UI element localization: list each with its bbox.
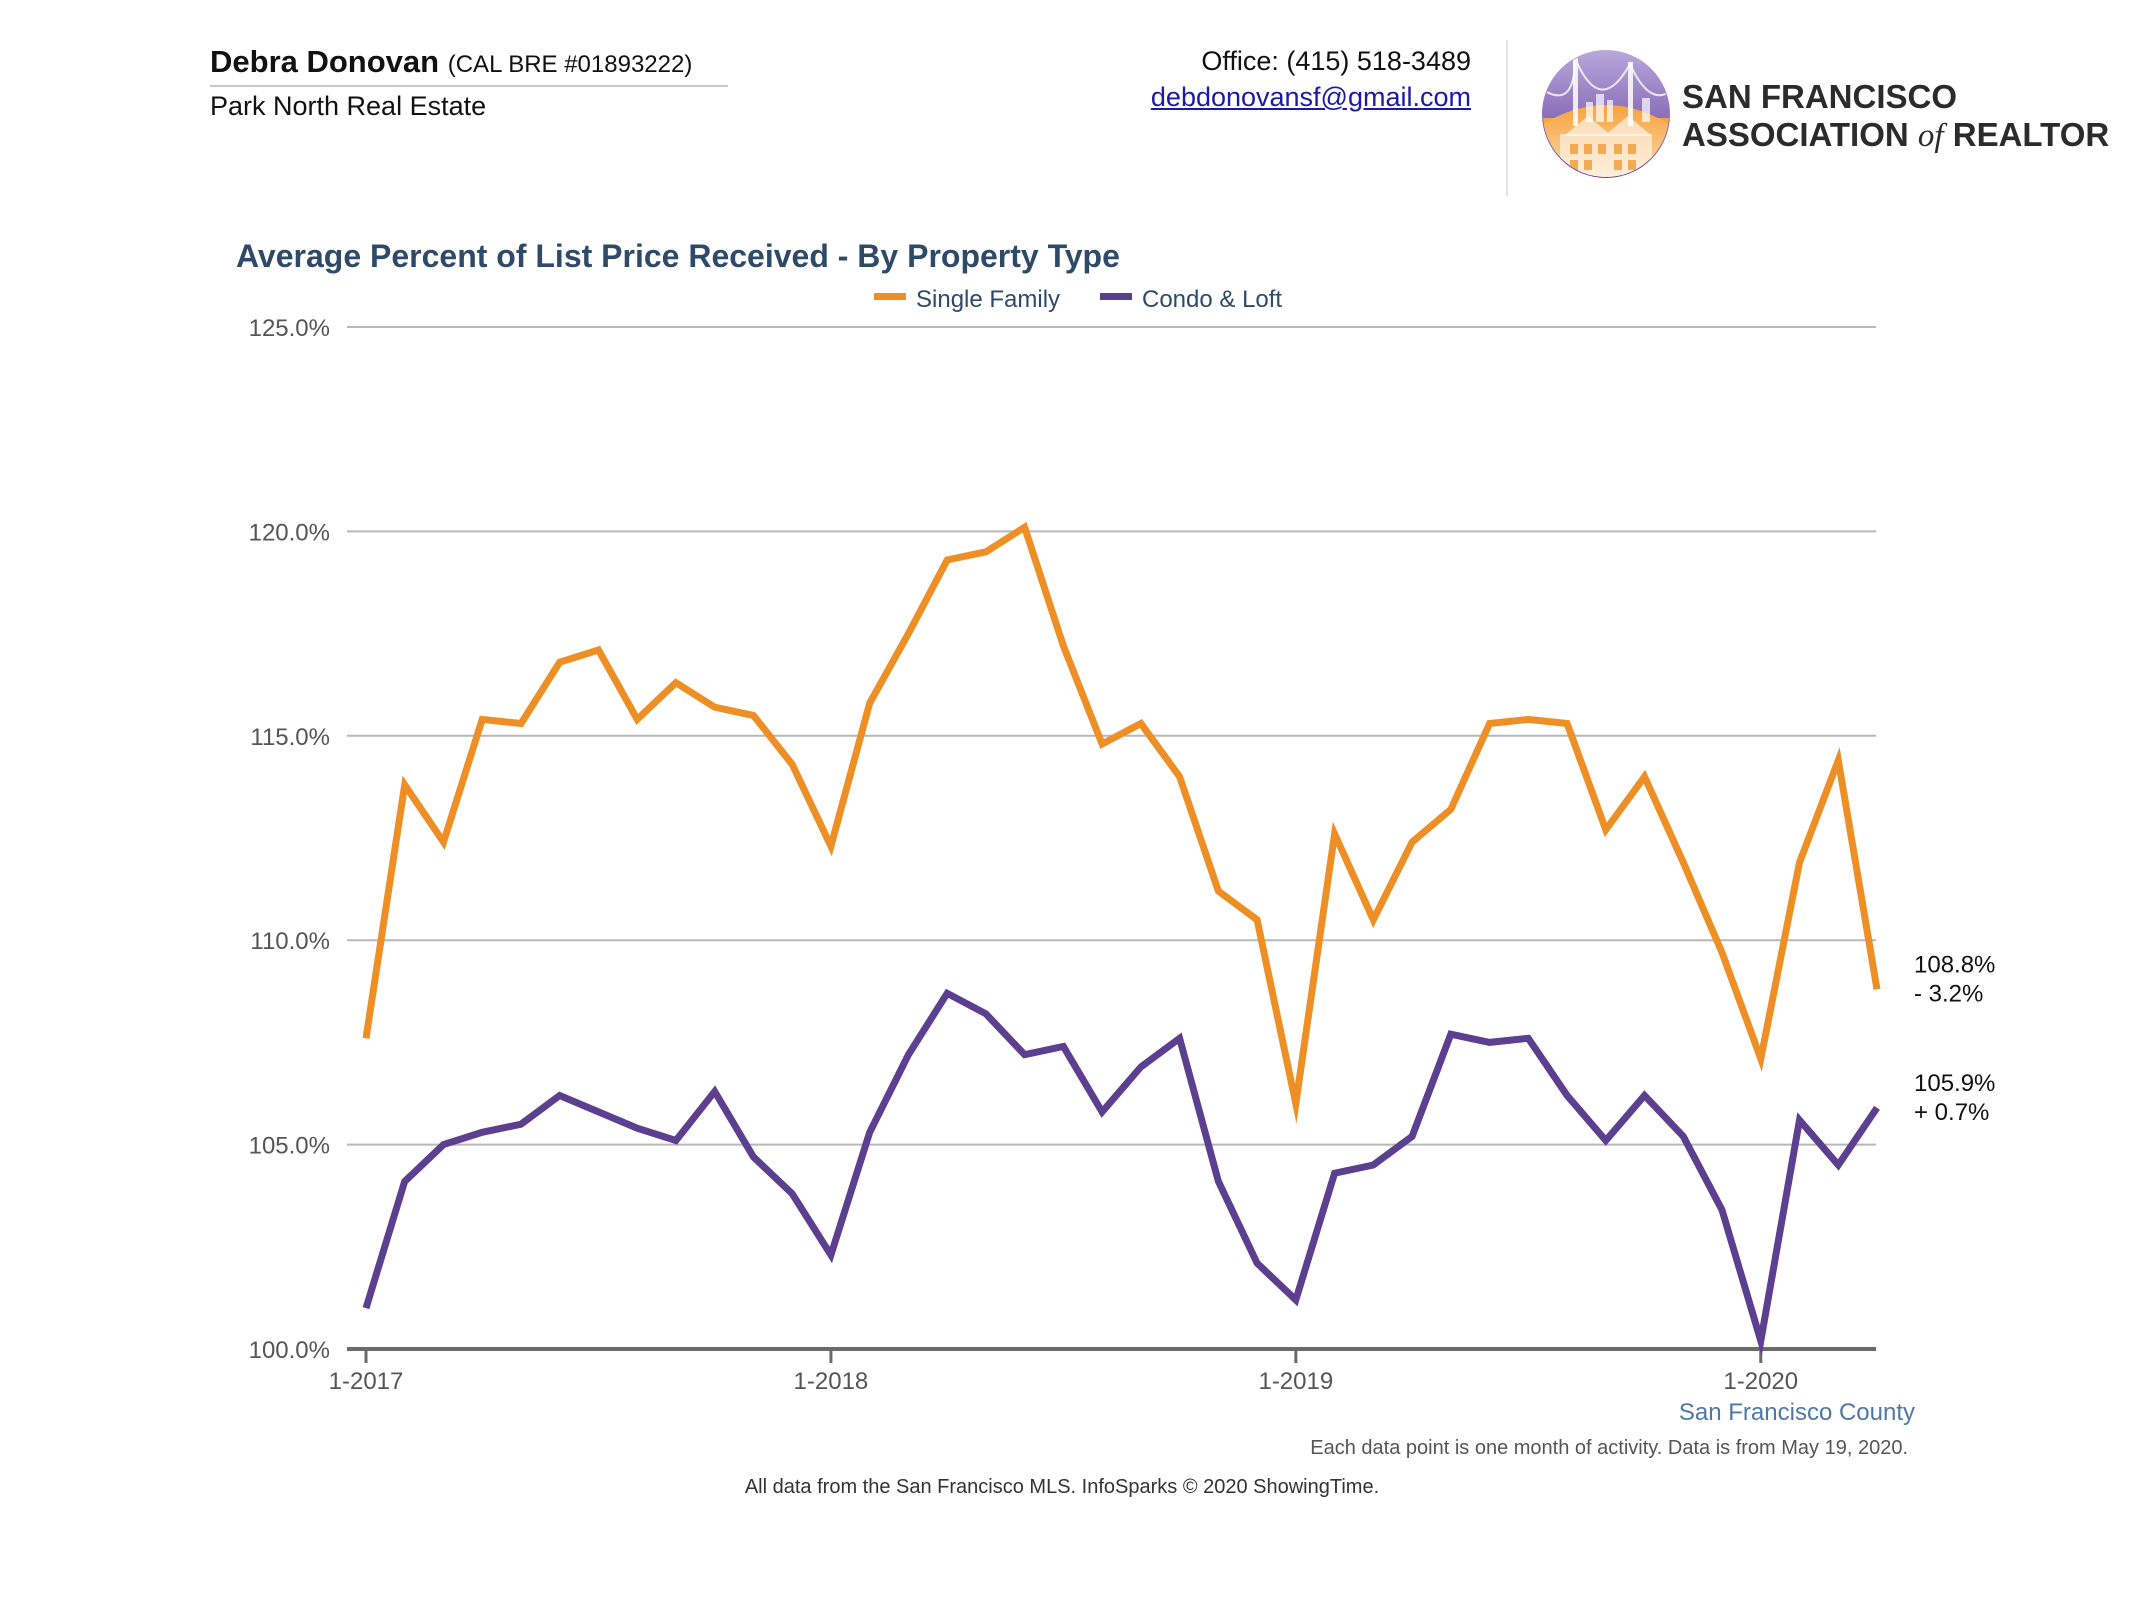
- x-tick-label: 1-2019: [1258, 1368, 1333, 1395]
- office-phone: Office: (415) 518-3489: [1201, 46, 1471, 76]
- logo-line2-a: ASSOCIATION: [1682, 116, 1918, 153]
- logo-line2: ASSOCIATION of REALTORS®: [1682, 116, 2110, 154]
- series-line-0: [362, 521, 1881, 1124]
- agent-license: (CAL BRE #01893222): [447, 51, 693, 78]
- data-note: Each data point is one month of activity…: [1310, 1437, 1908, 1459]
- x-tick-label: 1-2017: [329, 1368, 404, 1395]
- y-tick-label: 105.0%: [249, 1133, 330, 1160]
- email-link[interactable]: debdonovansf@gmail.com: [1150, 82, 1471, 112]
- y-tick-label: 115.0%: [250, 724, 330, 751]
- end-value-label: 105.9%: [1914, 1070, 1995, 1097]
- sfar-logo: SAN FRANCISCO ASSOCIATION of REALTORS®: [1542, 50, 2110, 178]
- end-change-label: - 3.2%: [1914, 980, 1983, 1007]
- x-tick-label: 1-2018: [794, 1368, 869, 1395]
- x-axis: 1-2017 1-2018 1-2019 1-2020: [329, 1347, 1876, 1395]
- agent-company: Park North Real Estate: [210, 91, 487, 121]
- chart-title: Average Percent of List Price Received -…: [236, 238, 1120, 274]
- y-axis: 100.0% 105.0% 110.0% 115.0% 120.0% 125.0%: [249, 315, 330, 1364]
- legend-swatch: [1100, 293, 1132, 300]
- end-value-label: 108.8%: [1914, 951, 1995, 978]
- series-line-1: [362, 988, 1880, 1357]
- logo-line1: SAN FRANCISCO: [1682, 78, 1957, 115]
- agent-name: Debra Donovan (CAL BRE #01893222): [210, 44, 692, 80]
- legend-label: Condo & Loft: [1142, 286, 1282, 313]
- logo-line2-b: of: [1918, 118, 1948, 154]
- agent-underline: [210, 85, 728, 87]
- source-note: All data from the San Francisco MLS. Inf…: [745, 1476, 1379, 1498]
- chart-footer: San Francisco County Each data point is …: [745, 1399, 1915, 1498]
- y-tick-label: 125.0%: [249, 315, 330, 342]
- header-divider: [1506, 40, 1508, 196]
- y-tick-label: 100.0%: [249, 1337, 330, 1364]
- end-change-label: + 0.7%: [1914, 1099, 1989, 1126]
- legend-label: Single Family: [916, 286, 1060, 313]
- y-tick-label: 110.0%: [250, 928, 330, 955]
- series-lines: [362, 521, 1881, 1357]
- x-tick-label: 1-2020: [1723, 1368, 1798, 1395]
- region-label: San Francisco County: [1679, 1399, 1915, 1426]
- legend-swatch: [874, 293, 906, 300]
- logo-line2-c: REALTORS: [1944, 116, 2110, 153]
- end-labels: 108.8%- 3.2% 105.9%+ 0.7%: [1914, 951, 1995, 1126]
- legend: Single Family Condo & Loft: [874, 286, 1282, 313]
- y-tick-label: 120.0%: [249, 519, 330, 546]
- agent-name-text: Debra Donovan: [210, 44, 440, 79]
